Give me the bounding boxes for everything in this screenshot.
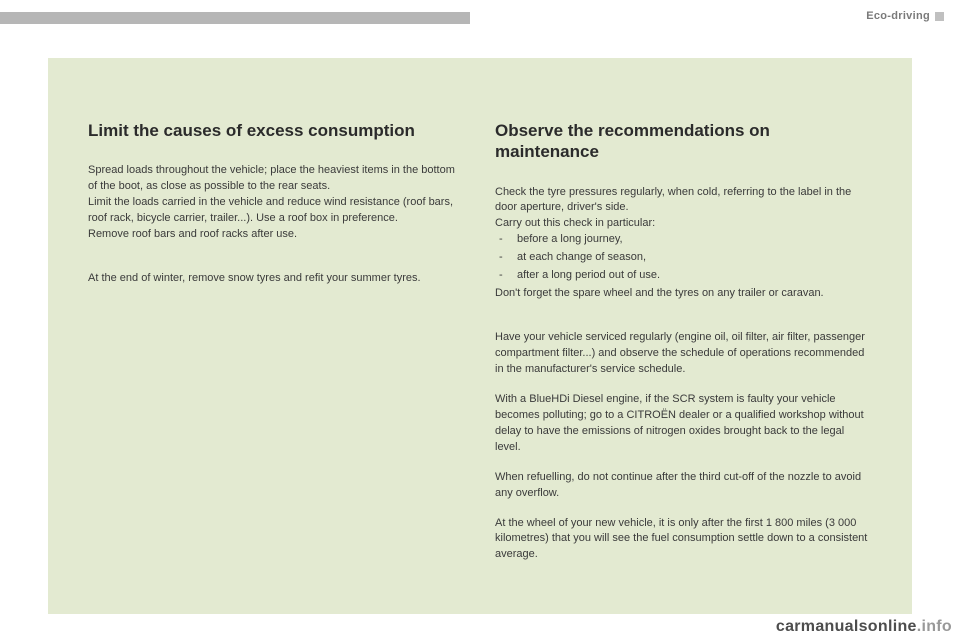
right-column: Observe the recommendations on maintenan… <box>495 120 872 563</box>
right-p6: When refuelling, do not continue after t… <box>495 470 872 502</box>
left-p3: Remove roof bars and roof racks after us… <box>88 227 465 243</box>
left-p2: Limit the loads carried in the vehicle a… <box>88 195 465 227</box>
right-p3: Don't forget the spare wheel and the tyr… <box>495 286 872 302</box>
right-p4: Have your vehicle serviced regularly (en… <box>495 330 872 378</box>
left-p4: At the end of winter, remove snow tyres … <box>88 271 465 287</box>
right-bullets: before a long journey, at each change of… <box>495 232 872 284</box>
watermark-sub: .info <box>917 618 952 635</box>
right-p5: With a BlueHDi Diesel engine, if the SCR… <box>495 392 872 456</box>
bullet-item: after a long period out of use. <box>495 268 872 284</box>
watermark-main: carmanualsonline <box>776 618 917 635</box>
content-panel: Limit the causes of excess consumption S… <box>48 58 912 614</box>
watermark: carmanualsonline.info <box>776 618 952 636</box>
bullet-item: at each change of season, <box>495 250 872 266</box>
header-square-icon <box>935 12 944 21</box>
right-p2: Carry out this check in particular: <box>495 216 872 232</box>
right-p7: At the wheel of your new vehicle, it is … <box>495 516 872 564</box>
left-title: Limit the causes of excess consumption <box>88 120 465 141</box>
header-category: Eco-driving <box>866 10 930 22</box>
right-p1: Check the tyre pressures regularly, when… <box>495 185 872 217</box>
left-column: Limit the causes of excess consumption S… <box>88 120 465 563</box>
header-bar <box>0 12 470 24</box>
bullet-item: before a long journey, <box>495 232 872 248</box>
left-p1: Spread loads throughout the vehicle; pla… <box>88 163 465 195</box>
right-title: Observe the recommendations on maintenan… <box>495 120 872 163</box>
